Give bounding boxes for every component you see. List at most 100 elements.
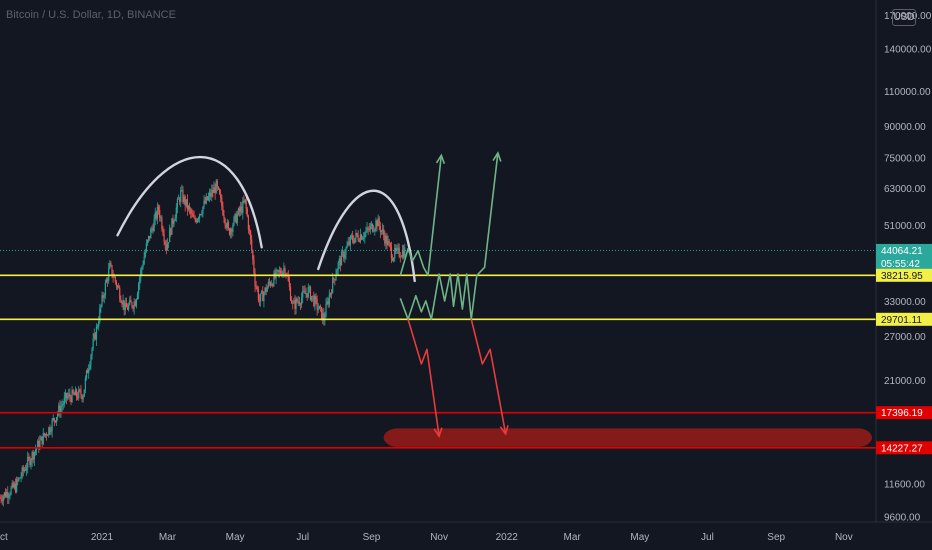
candle-body <box>326 301 328 304</box>
head-shoulder-arc <box>116 155 263 249</box>
candle-body <box>126 307 129 310</box>
candle-body <box>376 220 378 227</box>
candle-body <box>251 239 253 251</box>
candle-body <box>338 258 340 263</box>
candle-body <box>278 270 281 272</box>
candle-body <box>337 262 339 270</box>
candle-body <box>253 259 255 273</box>
candle-body <box>292 303 294 305</box>
candle-body <box>40 436 42 441</box>
candle-body <box>0 497 2 500</box>
candle-body <box>132 306 134 309</box>
candle-body <box>360 234 363 240</box>
candle-body <box>303 290 305 292</box>
candle-body <box>391 258 394 261</box>
candle-body <box>207 196 210 201</box>
candle-body <box>319 305 322 307</box>
candle-body <box>299 304 302 305</box>
candle-body <box>224 218 226 225</box>
candle-body <box>273 272 275 286</box>
candle-body <box>313 295 315 306</box>
candle-body <box>359 234 361 242</box>
candle-body <box>18 477 20 481</box>
candle-body <box>82 396 84 400</box>
candle-body <box>167 242 170 244</box>
candle-body <box>307 287 309 298</box>
candle-body <box>156 206 159 219</box>
candle-body <box>294 300 296 310</box>
candle-body <box>114 276 116 282</box>
candle-body <box>74 389 77 396</box>
candle-body <box>271 284 273 286</box>
candle-body <box>144 251 146 257</box>
candle-body <box>147 235 150 241</box>
candle-body <box>100 305 102 309</box>
candle-body <box>325 303 327 317</box>
candle-body <box>131 302 133 307</box>
candle-body <box>159 209 161 218</box>
currency-badge[interactable]: USD <box>892 9 916 26</box>
candle-body <box>83 389 85 397</box>
x-tick-label: Mar <box>159 532 177 543</box>
candle-body <box>27 457 29 468</box>
candle-body <box>404 247 406 258</box>
red-zone <box>383 428 872 447</box>
current-price-tag-countdown: 05:55:42 <box>881 259 920 270</box>
candle-body <box>233 216 235 226</box>
candle-body <box>6 491 8 497</box>
candle-body <box>245 199 247 209</box>
candle-body <box>11 482 13 488</box>
candle-body <box>397 247 399 249</box>
candle-body <box>342 251 344 253</box>
candle-body <box>89 364 91 369</box>
candle-body <box>308 286 310 288</box>
candle-body <box>369 225 371 230</box>
candle-body <box>389 243 391 247</box>
candle-body <box>62 403 64 406</box>
candle-body <box>183 196 185 203</box>
candle-body <box>60 406 62 414</box>
candle-body <box>44 433 47 436</box>
candle-body <box>244 199 246 203</box>
candle-body <box>173 221 175 224</box>
current-price-tag-bg <box>876 243 932 270</box>
candle-body <box>149 235 151 239</box>
upper-level-tag-bg <box>876 268 932 282</box>
candle-body <box>145 243 147 252</box>
candle-body <box>361 237 364 240</box>
candle-body <box>206 196 208 201</box>
candle-body <box>153 219 155 232</box>
candle-body <box>49 427 51 433</box>
red-projection-arrow-head <box>433 427 443 439</box>
candle-body <box>45 433 48 436</box>
candle-body <box>155 212 157 219</box>
candle-body <box>110 262 112 266</box>
candle-body <box>68 393 70 397</box>
candle-body <box>78 389 80 399</box>
candle-body <box>353 240 355 243</box>
candle-body <box>9 494 11 496</box>
candle-body <box>332 277 334 294</box>
candle-body <box>266 287 268 292</box>
candle-body <box>28 457 30 458</box>
green-projection-arrow-head <box>435 153 446 165</box>
candle-body <box>34 449 37 453</box>
candle-body <box>112 275 114 278</box>
candle-body <box>177 198 180 200</box>
red-lower-tag-bg <box>876 441 932 455</box>
y-tick-label: 75000.00 <box>884 154 926 165</box>
candle-body <box>22 467 24 472</box>
candle-body <box>339 258 342 266</box>
candle-body <box>176 199 179 208</box>
x-tick-label: 2022 <box>496 532 519 543</box>
candle-body <box>267 281 269 288</box>
green-projection-arrow <box>399 152 499 321</box>
candle-body <box>166 243 169 251</box>
candle-body <box>133 301 135 309</box>
candle-body <box>284 268 286 274</box>
upper-level-tag: 38215.95 <box>881 271 923 282</box>
candle-body <box>70 397 72 403</box>
candle-body <box>348 241 350 245</box>
candle-body <box>79 389 81 391</box>
